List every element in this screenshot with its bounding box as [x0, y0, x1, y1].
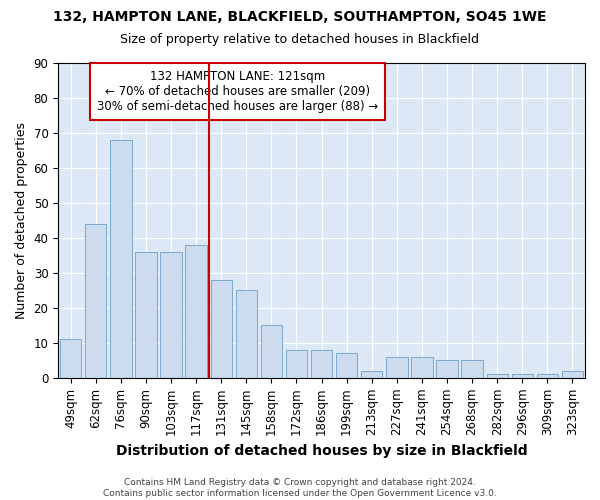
Bar — [60, 340, 82, 378]
Bar — [512, 374, 533, 378]
Y-axis label: Number of detached properties: Number of detached properties — [15, 122, 28, 318]
Bar — [386, 357, 407, 378]
Bar — [135, 252, 157, 378]
Bar — [185, 244, 207, 378]
Text: Size of property relative to detached houses in Blackfield: Size of property relative to detached ho… — [121, 32, 479, 46]
Text: 132, HAMPTON LANE, BLACKFIELD, SOUTHAMPTON, SO45 1WE: 132, HAMPTON LANE, BLACKFIELD, SOUTHAMPT… — [53, 10, 547, 24]
Bar — [411, 357, 433, 378]
Bar — [261, 326, 282, 378]
Bar — [236, 290, 257, 378]
Bar — [311, 350, 332, 378]
Text: 132 HAMPTON LANE: 121sqm
← 70% of detached houses are smaller (209)
30% of semi-: 132 HAMPTON LANE: 121sqm ← 70% of detach… — [97, 70, 378, 114]
Bar — [562, 371, 583, 378]
Bar — [286, 350, 307, 378]
X-axis label: Distribution of detached houses by size in Blackfield: Distribution of detached houses by size … — [116, 444, 527, 458]
Bar — [211, 280, 232, 378]
Bar — [436, 360, 458, 378]
Bar — [110, 140, 131, 378]
Bar — [537, 374, 558, 378]
Text: Contains HM Land Registry data © Crown copyright and database right 2024.
Contai: Contains HM Land Registry data © Crown c… — [103, 478, 497, 498]
Bar — [336, 354, 358, 378]
Bar — [361, 371, 382, 378]
Bar — [160, 252, 182, 378]
Bar — [461, 360, 483, 378]
Bar — [487, 374, 508, 378]
Bar — [85, 224, 106, 378]
